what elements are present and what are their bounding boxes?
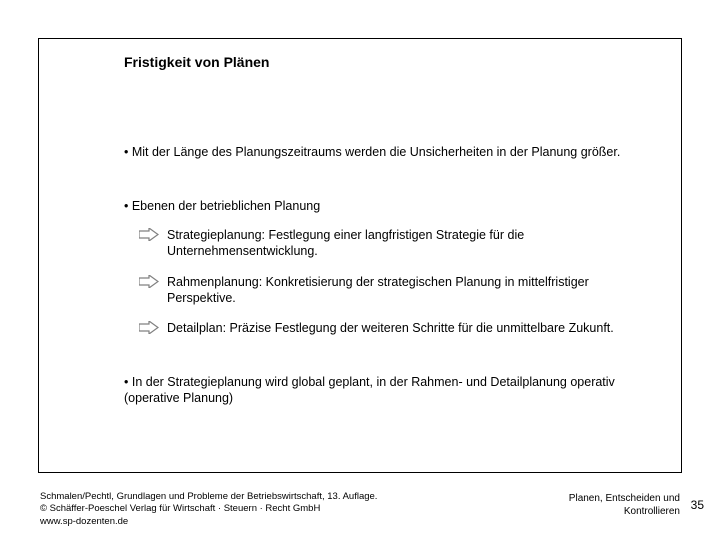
content-box: Fristigkeit von Plänen • Mit der Länge d… (38, 38, 682, 473)
list-item: Detailplan: Präzise Festlegung der weite… (139, 320, 649, 339)
arrow-right-icon (139, 321, 161, 339)
bullet-global-operativ: • In der Strategieplanung wird global ge… (124, 374, 644, 407)
arrow-text-detailplan: Detailplan: Präzise Festlegung der weite… (167, 320, 614, 336)
footer-section-line1: Planen, Entscheiden und (569, 493, 680, 504)
footer-citation: Schmalen/Pechtl, Grundlagen und Probleme… (40, 491, 377, 528)
page-number: 35 (691, 498, 704, 512)
bullet-uncertainty: • Mit der Länge des Planungszeitraums we… (124, 144, 644, 160)
footer-line1: Schmalen/Pechtl, Grundlagen und Probleme… (40, 491, 377, 503)
slide: Fristigkeit von Plänen • Mit der Länge d… (0, 0, 720, 540)
list-item: Strategieplanung: Festlegung einer langf… (139, 227, 649, 260)
footer-line2: © Schäffer-Poeschel Verlag für Wirtschaf… (40, 503, 377, 515)
bullet-levels: • Ebenen der betrieblichen Planung (124, 199, 644, 213)
slide-title: Fristigkeit von Plänen (124, 54, 269, 70)
arrow-text-strategieplanung: Strategieplanung: Festlegung einer langf… (167, 227, 649, 260)
footer-section-line2: Kontrollieren (624, 506, 680, 517)
footer-line3: www.sp-dozenten.de (40, 516, 377, 528)
footer-section-block: Planen, Entscheiden und Kontrollieren (569, 493, 680, 518)
arrow-right-icon (139, 228, 161, 246)
arrow-list: Strategieplanung: Festlegung einer langf… (139, 227, 649, 353)
arrow-right-icon (139, 275, 161, 293)
list-item: Rahmenplanung: Konkretisierung der strat… (139, 274, 649, 307)
arrow-text-rahmenplanung: Rahmenplanung: Konkretisierung der strat… (167, 274, 649, 307)
